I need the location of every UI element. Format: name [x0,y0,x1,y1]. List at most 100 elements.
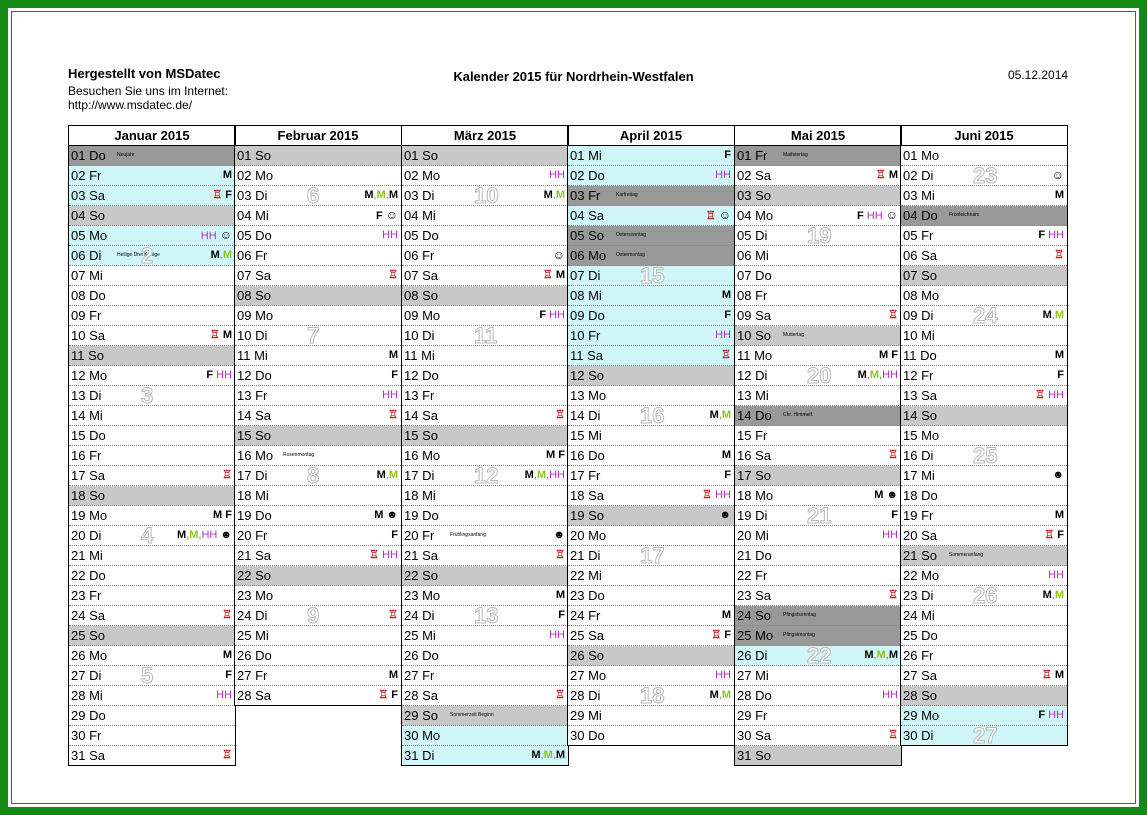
day-row[interactable]: 14 Mi [69,406,235,426]
day-row[interactable]: 16 Di 25 [901,444,1067,467]
day-row[interactable]: 21 Di 17 [568,544,734,567]
day-row[interactable]: 27 Mi [735,666,901,686]
day-row[interactable]: 02 Mo HH [402,166,568,186]
day-row[interactable]: 10 Sa ♖ M [69,326,235,346]
day-row[interactable]: 01 So [235,146,401,166]
day-row[interactable]: 24 So Pfingstsonntag [735,606,901,626]
day-row[interactable]: 12 Do [402,366,568,386]
day-row[interactable]: 16 Do M [568,446,734,466]
day-row[interactable]: 23 Di 26 M,M [901,584,1067,607]
day-row[interactable]: 26 Di 22 M,M,M [735,644,901,667]
day-row[interactable]: 14 Do Chr. Himmelf. [735,406,901,426]
day-row[interactable]: 31 Sa ♖ [69,746,235,765]
day-row[interactable]: 23 Mo M [402,586,568,606]
day-row[interactable]: 16 Fr [69,446,235,466]
day-row[interactable]: 28 So [901,686,1067,706]
day-row[interactable]: 29 Do [69,706,235,726]
day-row[interactable]: 21 So Sommeranfang [901,546,1067,566]
day-row[interactable]: 08 Mo [901,286,1067,306]
day-row[interactable]: 11 Mi [402,346,568,366]
day-row[interactable]: 21 Do [735,546,901,566]
day-row[interactable]: 22 So [235,566,401,586]
day-row[interactable]: 25 So [69,626,235,646]
day-row[interactable]: 26 Do [235,646,401,666]
day-row[interactable]: 15 Mo [901,426,1067,446]
day-row[interactable]: 02 Di 23 ☺ [901,164,1067,187]
day-row[interactable]: 19 So ☻ [568,506,734,526]
day-row[interactable]: 07 Sa ♖ [235,266,401,286]
day-row[interactable]: 21 Sa ♖ HH [235,546,401,566]
day-row[interactable]: 02 Mo [235,166,401,186]
day-row[interactable]: 06 Mi [735,246,901,266]
day-row[interactable]: 12 Di 20 M,M,HH [735,364,901,387]
day-row[interactable]: 24 Sa ♖ [69,606,235,626]
day-row[interactable]: 27 Mo HH [568,666,734,686]
day-row[interactable]: 12 Do F [235,366,401,386]
day-row[interactable]: 17 Sa ♖ [69,466,235,486]
day-row[interactable]: 05 Fr F HH [901,226,1067,246]
day-row[interactable]: 29 So Sommerzeit Beginn [402,706,568,726]
day-row[interactable]: 09 Mo F HH [402,306,568,326]
day-row[interactable]: 14 So [901,406,1067,426]
day-row[interactable]: 23 Sa ♖ [735,586,901,606]
day-row[interactable]: 10 Mi [901,326,1067,346]
day-row[interactable]: 24 Mi [901,606,1067,626]
day-row[interactable]: 07 So [901,266,1067,286]
day-row[interactable]: 07 Di 15 [568,264,734,287]
day-row[interactable]: 12 Fr F [901,366,1067,386]
day-row[interactable]: 27 Fr M [235,666,401,686]
day-row[interactable]: 28 Sa ♖ F [235,686,401,705]
day-row[interactable]: 06 Mo Ostermontag [568,246,734,266]
day-row[interactable]: 11 Mo M F [735,346,901,366]
day-row[interactable]: 15 Fr [735,426,901,446]
day-row[interactable]: 25 Mi HH [402,626,568,646]
day-row[interactable]: 22 Mi [568,566,734,586]
day-row[interactable]: 06 Fr [235,246,401,266]
day-row[interactable]: 22 Fr [735,566,901,586]
day-row[interactable]: 29 Mi [568,706,734,726]
day-row[interactable]: 04 Mi [402,206,568,226]
day-row[interactable]: 20 Di 4 M,M,HH ☻ [69,524,235,547]
day-row[interactable]: 30 Fr [69,726,235,746]
day-row[interactable]: 12 So [568,366,734,386]
day-row[interactable]: 28 Do HH [735,686,901,706]
day-row[interactable]: 25 Do [901,626,1067,646]
day-row[interactable]: 10 Di 11 [402,324,568,347]
day-row[interactable]: 08 Mi M [568,286,734,306]
day-row[interactable]: 27 Di 5 F [69,664,235,687]
day-row[interactable]: 09 Fr [69,306,235,326]
day-row[interactable]: 22 Mo HH [901,566,1067,586]
day-row[interactable]: 19 Do M ☻ [235,506,401,526]
day-row[interactable]: 07 Mi [69,266,235,286]
day-row[interactable]: 08 Fr [735,286,901,306]
day-row[interactable]: 25 Sa ♖ F [568,626,734,646]
day-row[interactable]: 28 Sa ♖ [402,686,568,706]
day-row[interactable]: 20 Sa ♖ F [901,526,1067,546]
day-row[interactable]: 20 Fr F [235,526,401,546]
day-row[interactable]: 17 So [735,466,901,486]
day-row[interactable]: 08 Do [69,286,235,306]
day-row[interactable]: 09 Mo [235,306,401,326]
day-row[interactable]: 04 Sa ♖ ☺ [568,206,734,226]
day-row[interactable]: 24 Di 9 ♖ [235,604,401,627]
day-row[interactable]: 04 Mo F HH ☺ [735,206,901,226]
day-row[interactable]: 03 Fr Karfreitag [568,186,734,206]
website-link[interactable]: http://www.msdatec.de/ [68,98,193,112]
day-row[interactable]: 18 Do [901,486,1067,506]
day-row[interactable]: 03 Mi M [901,186,1067,206]
day-row[interactable]: 17 Fr F [568,466,734,486]
day-row[interactable]: 12 Mo F HH [69,366,235,386]
day-row[interactable]: 15 So [235,426,401,446]
day-row[interactable]: 10 Di 7 [235,324,401,347]
day-row[interactable]: 18 Mi [235,486,401,506]
day-row[interactable]: 19 Mo M F [69,506,235,526]
day-row[interactable]: 02 Sa ♖ M [735,166,901,186]
day-row[interactable]: 18 So [69,486,235,506]
day-row[interactable]: 19 Fr M [901,506,1067,526]
day-row[interactable]: 21 Sa ♖ [402,546,568,566]
day-row[interactable]: 05 Do HH [235,226,401,246]
day-row[interactable]: 10 So Muttertag [735,326,901,346]
day-row[interactable]: 11 Mi M [235,346,401,366]
day-row[interactable]: 27 Fr [402,666,568,686]
day-row[interactable]: 14 Sa ♖ [235,406,401,426]
